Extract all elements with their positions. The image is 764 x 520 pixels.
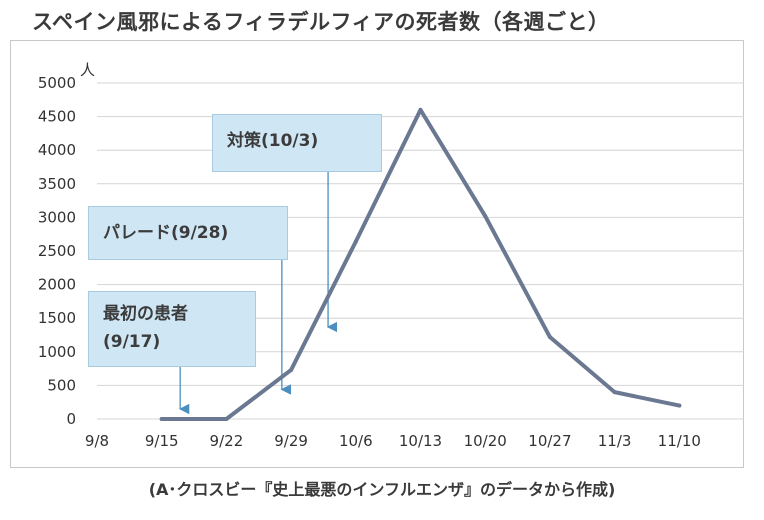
x-tick-label: 10/27 [528, 432, 571, 450]
y-tick-label: 4500 [38, 108, 76, 126]
x-tick-label: 9/29 [274, 432, 308, 450]
y-tick-labels: 0 500 1000 1500 2000 2500 3000 3500 4000 4500 5000 [38, 74, 76, 428]
y-tick-label: 2000 [38, 276, 76, 294]
callout-measures-label: 対策(10/3) [227, 131, 319, 151]
data-point [289, 367, 294, 372]
data-point [677, 403, 682, 408]
y-tick-label: 5000 [38, 74, 76, 92]
callout-parade-label: パレード(9/28) [103, 223, 229, 243]
data-point [483, 214, 488, 219]
callout-first-patient-line2: (9/17) [103, 332, 161, 352]
chart-frame [10, 40, 744, 468]
y-tick-label: 3000 [38, 208, 76, 226]
data-point [418, 107, 423, 112]
x-tick-label: 10/20 [464, 432, 507, 450]
data-point [612, 390, 617, 395]
y-tick-label: 1500 [38, 309, 76, 327]
y-tick-label: 500 [47, 376, 76, 394]
x-tick-label: 9/8 [85, 432, 109, 450]
series-line-group [159, 107, 682, 421]
data-point [224, 417, 229, 421]
source-note: (A･クロスビー『史上最悪のインフルエンザ』のデータから作成) [148, 480, 616, 499]
x-tick-label: 11/3 [598, 432, 632, 450]
x-tick-label: 9/22 [210, 432, 244, 450]
callout-measures: 対策(10/3) [212, 114, 382, 172]
x-tick-label: 11/10 [658, 432, 701, 450]
x-tick-label: 10/6 [339, 432, 373, 450]
y-tick-label: 0 [66, 410, 76, 428]
y-tick-label: 3500 [38, 175, 76, 193]
x-tick-labels: 9/8 9/15 9/22 9/29 10/6 10/13 10/20 10/27 11/3 11… [85, 432, 701, 450]
x-tick-label: 9/15 [145, 432, 179, 450]
callout-first-patient-line1: 最初の患者 [103, 304, 188, 324]
data-point [159, 417, 164, 421]
data-point [353, 239, 358, 244]
x-tick-label: 10/13 [399, 432, 442, 450]
data-point [547, 335, 552, 340]
y-axis-unit: 人 [80, 61, 95, 79]
y-tick-label: 2500 [38, 242, 76, 260]
callout-parade: パレード(9/28) [88, 206, 288, 260]
annotation-arrows [178, 172, 338, 415]
chart-title: スペイン風邪によるフィラデルフィアの死者数（各週ごと） [32, 10, 610, 34]
y-tick-label: 1000 [38, 343, 76, 361]
callout-first-patient: 最初の患者 (9/17) [88, 291, 256, 367]
y-tick-label: 4000 [38, 141, 76, 159]
